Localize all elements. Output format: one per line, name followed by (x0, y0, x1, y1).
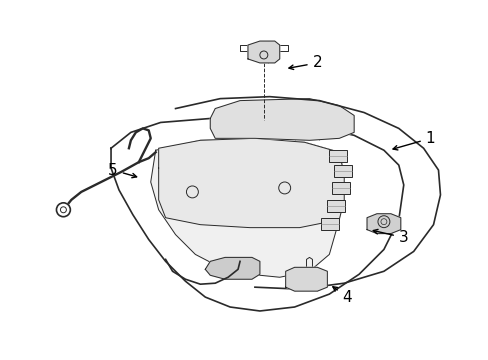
Text: 1: 1 (392, 131, 434, 150)
Polygon shape (247, 41, 279, 63)
Bar (334, 165, 351, 177)
Text: 2: 2 (288, 55, 322, 71)
Bar (321, 218, 339, 230)
Bar (332, 182, 349, 194)
Polygon shape (366, 214, 400, 234)
Polygon shape (150, 138, 344, 277)
Polygon shape (205, 257, 259, 279)
Polygon shape (285, 267, 326, 291)
Text: 5: 5 (108, 163, 136, 178)
Bar (328, 150, 346, 162)
Circle shape (56, 203, 70, 217)
Polygon shape (158, 138, 344, 228)
Text: 4: 4 (332, 287, 351, 305)
Polygon shape (111, 118, 403, 311)
Text: 3: 3 (372, 229, 408, 245)
Bar (326, 200, 345, 212)
Polygon shape (210, 99, 353, 140)
